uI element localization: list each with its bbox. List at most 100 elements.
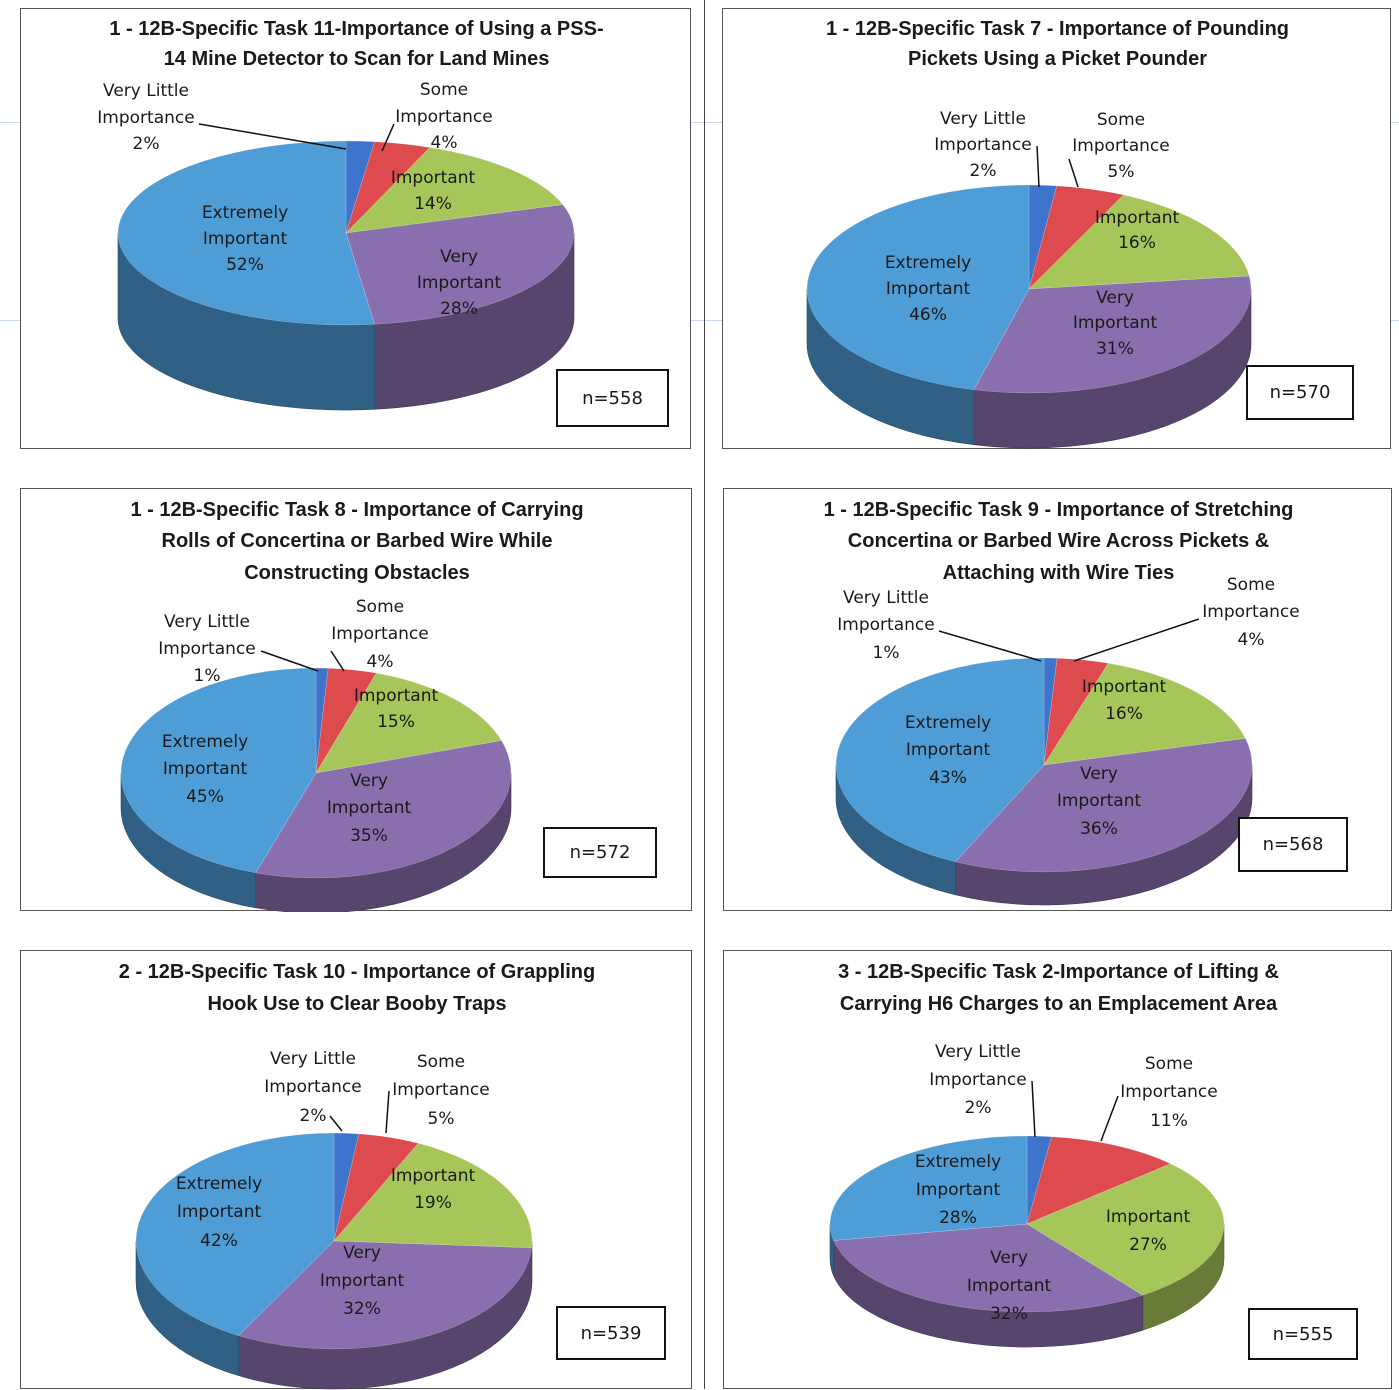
data-label-category: Important bbox=[391, 168, 476, 188]
chart-title-line: Constructing Obstacles bbox=[244, 562, 470, 584]
data-label-pct: 15% bbox=[377, 712, 415, 732]
data-label-category: Important bbox=[327, 798, 412, 818]
data-label-category: Very bbox=[350, 771, 388, 791]
chart-title-line: Pickets Using a Picket Pounder bbox=[908, 48, 1207, 70]
data-label-pct: 28% bbox=[939, 1208, 977, 1228]
data-label-category: Very bbox=[1080, 764, 1118, 784]
chart-title-line: Hook Use to Clear Booby Traps bbox=[208, 993, 507, 1015]
chart-title-line: 1 - 12B-Specific Task 7 - Importance of … bbox=[826, 18, 1289, 40]
data-label-category: Importance bbox=[1072, 136, 1169, 156]
data-label-category: Some bbox=[420, 80, 468, 100]
chart-title-line: 1 - 12B-Specific Task 11-Importance of U… bbox=[109, 18, 603, 40]
leader-line-some-importance bbox=[1069, 159, 1078, 187]
data-label-pct: 32% bbox=[990, 1304, 1028, 1324]
data-label-category: Important bbox=[1073, 313, 1158, 333]
data-label-category: Important bbox=[203, 229, 288, 249]
data-label-category: Some bbox=[356, 597, 404, 617]
leader-line-very-little-importance bbox=[199, 124, 346, 149]
data-label-pct: 46% bbox=[909, 305, 947, 325]
data-label-category: Very bbox=[343, 1243, 381, 1263]
data-label-pct: 14% bbox=[414, 194, 452, 214]
chart-panel-2: 1 - 12B-Specific Task 7 - Importance of … bbox=[722, 8, 1391, 449]
leader-line-very-little-importance bbox=[1032, 1081, 1035, 1137]
data-label-category: Importance bbox=[331, 624, 428, 644]
sample-size-box: n=570 bbox=[1246, 365, 1354, 420]
leader-line-very-little-importance bbox=[1037, 146, 1039, 187]
data-label-pct: 2% bbox=[300, 1106, 327, 1126]
data-label-category: Important bbox=[391, 1166, 476, 1186]
leader-line-some-importance bbox=[1074, 619, 1199, 661]
data-label-category: Important bbox=[417, 273, 502, 293]
data-label-pct: 4% bbox=[367, 652, 394, 672]
chart-title-line: 3 - 12B-Specific Task 2-Importance of Li… bbox=[838, 961, 1279, 983]
leader-line-some-importance bbox=[386, 1091, 389, 1133]
data-label-category: Very Little bbox=[270, 1049, 356, 1069]
data-label-pct: 31% bbox=[1096, 339, 1134, 359]
data-label-category: Important bbox=[967, 1276, 1052, 1296]
chart-panel-3: 1 - 12B-Specific Task 8 - Importance of … bbox=[20, 488, 692, 911]
data-label-pct: 27% bbox=[1129, 1235, 1167, 1255]
sample-size-box: n=555 bbox=[1248, 1308, 1358, 1360]
data-label-category: Important bbox=[1106, 1207, 1191, 1227]
data-label-category: Very bbox=[990, 1248, 1028, 1268]
sample-size-box: n=572 bbox=[543, 827, 657, 878]
data-label-pct: 1% bbox=[194, 666, 221, 686]
data-label-pct: 19% bbox=[414, 1193, 452, 1213]
data-label-category: Very Little bbox=[103, 81, 189, 101]
data-label-category: Extremely bbox=[915, 1152, 1001, 1172]
data-label-pct: 1% bbox=[873, 643, 900, 663]
data-label-category: Importance bbox=[264, 1077, 361, 1097]
data-label-category: Important bbox=[177, 1202, 262, 1222]
data-label-category: Extremely bbox=[905, 713, 991, 733]
leader-line-some-importance bbox=[1101, 1096, 1118, 1141]
chart-panel-1: 1 - 12B-Specific Task 11-Importance of U… bbox=[20, 8, 691, 449]
data-label-category: Extremely bbox=[176, 1174, 262, 1194]
data-label-category: Importance bbox=[837, 615, 934, 635]
data-label-pct: 52% bbox=[226, 255, 264, 275]
leader-line-very-little-importance bbox=[330, 1116, 342, 1131]
data-label-category: Important bbox=[354, 686, 439, 706]
data-label-pct: 4% bbox=[431, 133, 458, 153]
data-label-category: Very Little bbox=[164, 612, 250, 632]
data-label-category: Importance bbox=[929, 1070, 1026, 1090]
leader-line-very-little-importance bbox=[939, 631, 1041, 661]
data-label-category: Important bbox=[1082, 677, 1167, 697]
data-label-category: Importance bbox=[97, 108, 194, 128]
data-label-category: Important bbox=[906, 740, 991, 760]
chart-title-line: 14 Mine Detector to Scan for Land Mines bbox=[164, 48, 550, 70]
chart-title-line: Attaching with Wire Ties bbox=[943, 562, 1175, 584]
chart-panel-4: 1 - 12B-Specific Task 9 - Importance of … bbox=[723, 488, 1392, 911]
data-label-pct: 4% bbox=[1238, 630, 1265, 650]
data-label-category: Extremely bbox=[162, 732, 248, 752]
data-label-category: Very Little bbox=[940, 109, 1026, 129]
data-label-pct: 5% bbox=[428, 1109, 455, 1129]
data-label-category: Importance bbox=[1120, 1082, 1217, 1102]
chart-title-line: Carrying H6 Charges to an Emplacement Ar… bbox=[840, 993, 1278, 1015]
data-label-category: Some bbox=[417, 1052, 465, 1072]
data-label-category: Important bbox=[916, 1180, 1001, 1200]
data-label-pct: 36% bbox=[1080, 819, 1118, 839]
data-label-category: Importance bbox=[934, 135, 1031, 155]
data-label-category: Very bbox=[440, 247, 478, 267]
data-label-pct: 2% bbox=[133, 134, 160, 154]
data-label-category: Importance bbox=[1202, 602, 1299, 622]
data-label-category: Important bbox=[163, 759, 248, 779]
data-label-pct: 43% bbox=[929, 768, 967, 788]
column-divider bbox=[704, 0, 705, 1389]
data-label-category: Important bbox=[886, 279, 971, 299]
data-label-category: Importance bbox=[392, 1080, 489, 1100]
data-label-pct: 5% bbox=[1108, 162, 1135, 182]
chart-title-line: 2 - 12B-Specific Task 10 - Importance of… bbox=[119, 961, 595, 983]
data-label-pct: 45% bbox=[186, 787, 224, 807]
sample-size-box: n=539 bbox=[556, 1306, 666, 1360]
data-label-pct: 16% bbox=[1105, 704, 1143, 724]
data-label-category: Some bbox=[1227, 575, 1275, 595]
chart-title-line: Concertina or Barbed Wire Across Pickets… bbox=[848, 530, 1269, 552]
data-label-pct: 35% bbox=[350, 826, 388, 846]
data-label-category: Important bbox=[1057, 791, 1142, 811]
data-label-pct: 16% bbox=[1118, 233, 1156, 253]
leader-line-very-little-importance bbox=[261, 651, 318, 671]
chart-title-line: 1 - 12B-Specific Task 9 - Importance of … bbox=[824, 499, 1294, 521]
data-label-category: Extremely bbox=[202, 203, 288, 223]
data-label-category: Some bbox=[1145, 1054, 1193, 1074]
